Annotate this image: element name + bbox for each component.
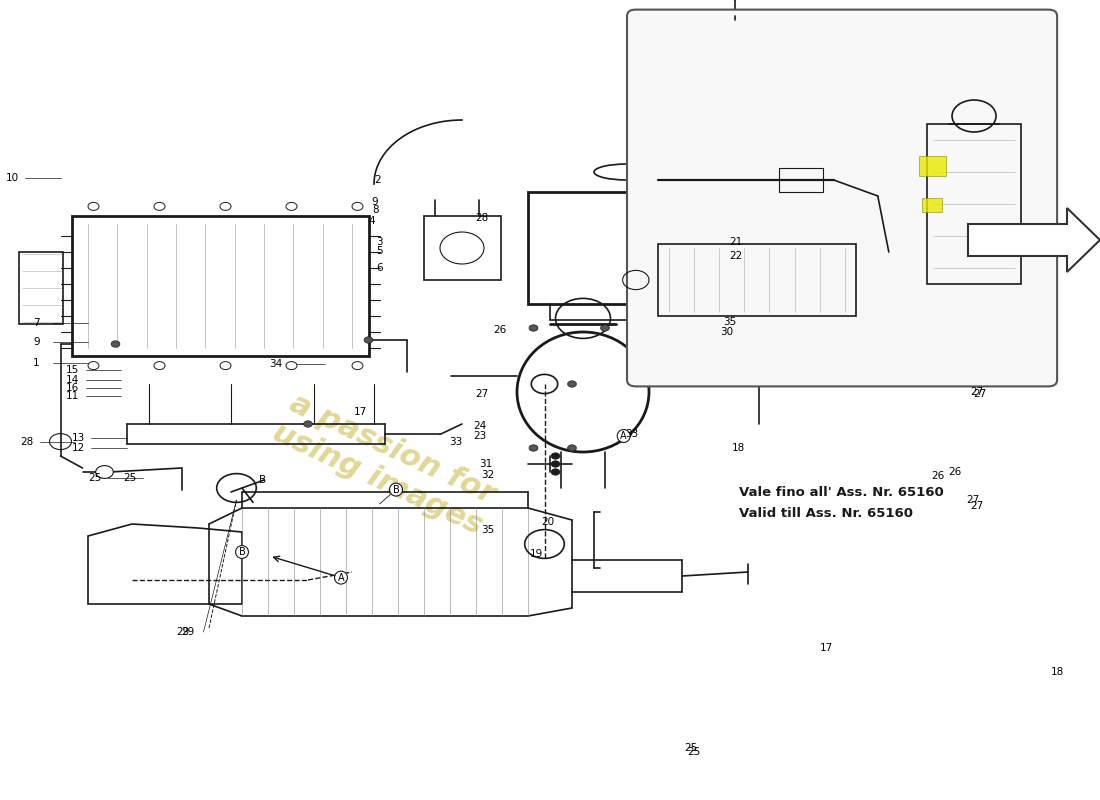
Text: 19: 19 [530,549,543,558]
Circle shape [154,362,165,370]
Text: 30: 30 [720,327,734,337]
Bar [779,168,823,192]
Circle shape [601,325,609,331]
Text: 10: 10 [6,174,19,183]
Text: 14: 14 [66,375,79,385]
Text: 32: 32 [481,470,494,480]
Text: 23: 23 [473,431,486,441]
Text: 25: 25 [88,474,101,483]
Polygon shape [968,208,1100,272]
Text: 17: 17 [820,643,833,653]
Text: 33: 33 [625,429,638,438]
Text: 20: 20 [541,517,554,526]
Text: 18: 18 [1050,667,1064,677]
Text: 2: 2 [374,175,381,185]
Text: 26: 26 [948,467,961,477]
Text: 21: 21 [729,237,743,246]
Text: 25: 25 [684,743,697,753]
Text: 9: 9 [33,338,40,347]
Circle shape [529,445,538,451]
Bar [424,216,500,280]
Circle shape [220,202,231,210]
Text: 27: 27 [966,495,979,505]
Text: 27: 27 [970,501,983,510]
Bar [19,252,63,324]
Circle shape [568,445,576,451]
Text: 27: 27 [970,387,983,397]
Text: 12: 12 [72,443,85,453]
FancyBboxPatch shape [627,10,1057,386]
Text: B: B [393,485,399,494]
Text: 13: 13 [72,434,85,443]
Text: 17: 17 [354,407,367,417]
Text: 4: 4 [368,216,375,226]
Bar [72,216,368,356]
Circle shape [529,325,538,331]
Circle shape [286,362,297,370]
Circle shape [364,337,373,343]
Circle shape [551,453,560,459]
Text: 7: 7 [33,318,40,328]
Circle shape [551,469,560,475]
Circle shape [304,421,312,427]
Text: 5: 5 [376,246,383,256]
Text: 25: 25 [688,747,701,757]
Text: 28: 28 [475,213,488,222]
Text: 28: 28 [20,437,33,446]
Circle shape [96,466,113,478]
Circle shape [286,202,297,210]
Text: 25: 25 [123,474,136,483]
Circle shape [88,202,99,210]
Text: 11: 11 [66,391,79,401]
Text: 22: 22 [729,251,743,261]
Bar [927,124,1021,284]
Text: A: A [620,431,627,441]
Circle shape [551,461,560,467]
Circle shape [568,381,576,387]
Circle shape [352,202,363,210]
Text: 6: 6 [376,263,383,273]
Text: 27: 27 [974,389,987,398]
Text: 29: 29 [176,627,189,637]
Circle shape [111,341,120,347]
Text: 9: 9 [372,197,378,206]
Bar [922,198,942,212]
Bar [658,244,856,316]
Text: 24: 24 [473,421,486,430]
Text: 34: 34 [270,359,283,369]
Circle shape [220,362,231,370]
Text: 15: 15 [66,366,79,375]
Text: B: B [239,547,245,557]
Text: 16: 16 [66,383,79,393]
Circle shape [352,362,363,370]
Text: A: A [338,573,344,582]
Circle shape [154,202,165,210]
Bar [528,192,726,304]
Text: 31: 31 [480,459,493,469]
Text: 3: 3 [376,237,383,246]
Text: Valid till Ass. Nr. 65160: Valid till Ass. Nr. 65160 [739,507,913,520]
Text: Vale fino all' Ass. Nr. 65160: Vale fino all' Ass. Nr. 65160 [739,486,944,498]
Text: 1: 1 [33,358,40,368]
Text: 29: 29 [182,627,195,637]
Text: B: B [258,475,265,485]
Text: 33: 33 [449,438,462,447]
Text: 26: 26 [932,471,945,481]
Text: FIGS: FIGS [826,115,978,173]
Text: a passion for
using images: a passion for using images [268,387,502,541]
Circle shape [88,362,99,370]
Text: 18: 18 [732,443,745,453]
Text: 27: 27 [475,390,488,399]
Text: 35: 35 [723,317,736,326]
Text: 26: 26 [493,325,506,334]
Text: 8: 8 [372,206,378,215]
Text: 35: 35 [481,525,494,534]
Bar [918,156,946,176]
